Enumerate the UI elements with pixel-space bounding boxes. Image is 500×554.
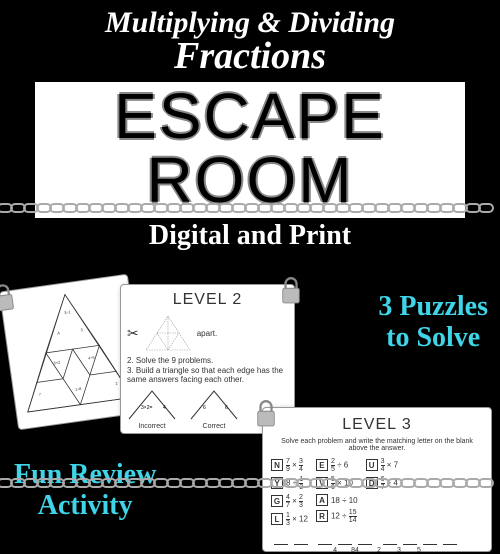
level2-step3: 3. Build a triangle so that each edge ha…: [127, 367, 288, 385]
title-line2: Fractions: [0, 34, 500, 78]
escape-banner: ESCAPE ROOM: [35, 82, 465, 218]
level3-title: LEVEL 3: [271, 416, 483, 434]
svg-text:5×2: 5×2: [53, 361, 60, 366]
level2-title: LEVEL 2: [127, 291, 288, 309]
level2-step1: apart.: [197, 329, 217, 338]
incorrect-label: Incorrect: [127, 423, 177, 430]
triangle-outline: [143, 313, 193, 353]
svg-text:4÷6: 4÷6: [88, 356, 95, 361]
puzzles-line2: to Solve: [378, 323, 488, 354]
fun-line2: Activity: [14, 491, 156, 522]
banner-text: ESCAPE ROOM: [35, 84, 465, 212]
svg-text:4: 4: [163, 405, 166, 411]
puzzles-line1: 3 Puzzles: [378, 292, 488, 323]
level2-step2: 2. Solve the 9 problems.: [127, 356, 288, 365]
correct-label: Correct: [189, 423, 239, 430]
lock-icon: [0, 283, 17, 314]
puzzles-callout: 3 Puzzles to Solve: [378, 292, 488, 354]
chain-top: [0, 200, 500, 220]
svg-text:3÷1: 3÷1: [64, 310, 71, 315]
svg-text:6: 6: [203, 405, 206, 411]
svg-text:7: 7: [39, 393, 42, 397]
answer-blanks: 484 235: [271, 538, 483, 554]
svg-text:6: 6: [225, 405, 228, 411]
chain-bottom: [0, 475, 500, 495]
svg-text:2: 2: [115, 382, 118, 386]
lock-icon: [280, 277, 302, 305]
lock-icon: [255, 400, 277, 428]
svg-text:3×2=: 3×2=: [141, 405, 152, 411]
svg-text:3: 3: [80, 328, 83, 332]
svg-text:1÷8: 1÷8: [75, 387, 82, 392]
level3-instruction: Solve each problem and write the matchin…: [271, 438, 483, 452]
subtitle: Digital and Print: [0, 220, 500, 252]
scissors-icon: ✂: [127, 325, 139, 342]
svg-text:A: A: [57, 331, 61, 335]
